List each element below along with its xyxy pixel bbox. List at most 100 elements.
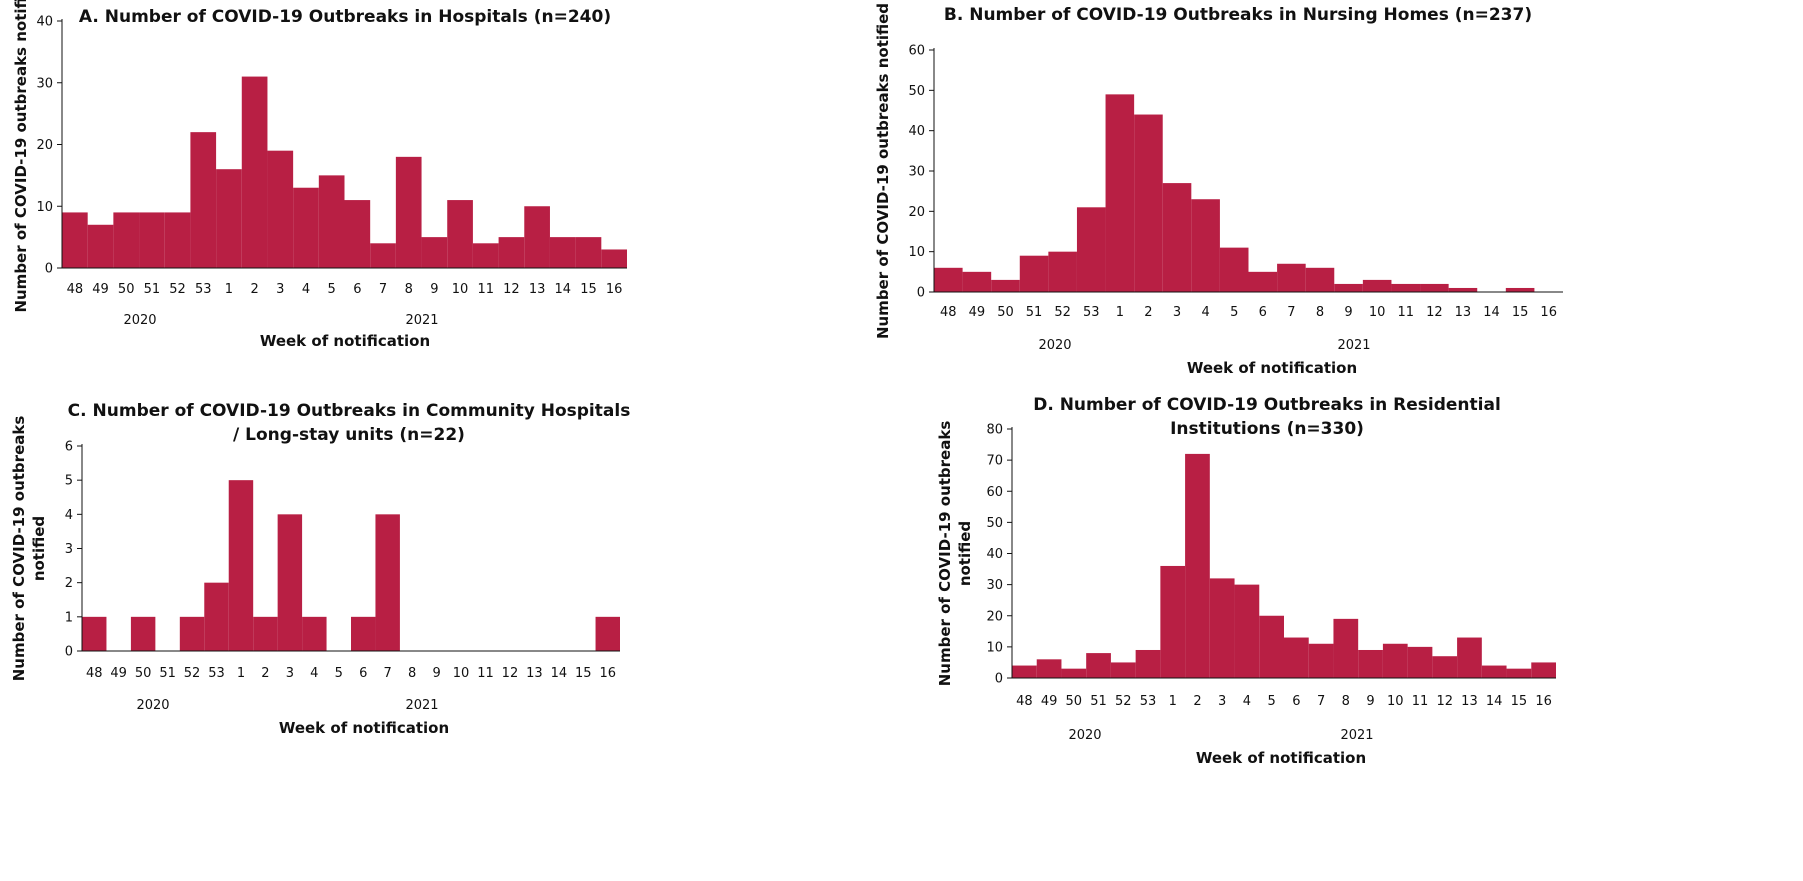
bar-week-3 xyxy=(1162,183,1192,292)
bar-week-53 xyxy=(190,132,217,268)
y-tick-label: 10 xyxy=(986,640,1003,655)
x-tick-label: 9 xyxy=(1366,694,1374,709)
x-tick-label: 14 xyxy=(551,666,568,681)
x-tick-label: 50 xyxy=(135,666,152,681)
x-tick-label: 51 xyxy=(1090,694,1107,709)
y-tick-label: 40 xyxy=(36,15,53,30)
bar-week-15 xyxy=(575,237,602,268)
x-tick-label: 15 xyxy=(580,282,597,297)
y-tick-label: 0 xyxy=(45,262,53,277)
x-tick-label: 53 xyxy=(195,282,212,297)
y-axis-label: Number of COVID-19 outbreaks notified xyxy=(12,0,30,313)
bar-week-53 xyxy=(1135,649,1161,678)
bar-week-2 xyxy=(241,76,268,268)
chart-title: B. Number of COVID-19 Outbreaks in Nursi… xyxy=(944,5,1532,25)
bar-week-1 xyxy=(1105,94,1135,292)
x-axis-label: Week of notification xyxy=(260,332,430,350)
y-tick-label: 30 xyxy=(908,165,925,180)
bar-week-16 xyxy=(601,249,627,268)
bar-week-4 xyxy=(1191,199,1220,292)
y-tick-label: 20 xyxy=(986,609,1003,624)
bar-week-9 xyxy=(1334,283,1363,292)
x-tick-label: 15 xyxy=(1511,694,1528,709)
x-tick-label: 15 xyxy=(575,666,592,681)
bar-week-15 xyxy=(1506,668,1532,678)
x-tick-label: 6 xyxy=(353,282,361,297)
bar-week-7 xyxy=(1277,263,1306,292)
x-tick-label: 9 xyxy=(1344,305,1352,320)
bar-week-8 xyxy=(395,156,422,268)
y-tick-label: 20 xyxy=(908,205,925,220)
x-tick-label: 6 xyxy=(359,666,367,681)
year-label: 2021 xyxy=(405,698,438,713)
chart-panel-c: C. Number of COVID-19 Outbreaks in Commu… xyxy=(0,401,720,881)
y-tick-label: 50 xyxy=(986,516,1003,531)
y-tick-label: 30 xyxy=(36,76,53,91)
x-tick-label: 2 xyxy=(261,666,269,681)
x-tick-label: 2 xyxy=(1144,305,1152,320)
x-tick-label: 13 xyxy=(529,282,546,297)
y-tick-label: 60 xyxy=(986,485,1003,500)
x-tick-label: 48 xyxy=(1016,694,1033,709)
x-tick-label: 2 xyxy=(1193,694,1201,709)
bar-week-12 xyxy=(1420,283,1449,292)
x-tick-label: 48 xyxy=(67,282,84,297)
x-tick-label: 8 xyxy=(408,666,416,681)
x-tick-label: 1 xyxy=(1169,694,1177,709)
x-tick-label: 48 xyxy=(86,666,103,681)
x-tick-label: 12 xyxy=(1426,305,1443,320)
x-tick-label: 7 xyxy=(379,282,387,297)
bar-week-8 xyxy=(1333,618,1359,678)
x-tick-label: 16 xyxy=(1535,694,1552,709)
x-tick-label: 5 xyxy=(1267,694,1275,709)
bar-week-50 xyxy=(113,212,140,268)
x-tick-label: 10 xyxy=(452,282,469,297)
y-tick-label: 40 xyxy=(908,124,925,139)
bar-week-52 xyxy=(1110,662,1136,678)
x-tick-label: 52 xyxy=(169,282,186,297)
x-tick-label: 52 xyxy=(1054,305,1071,320)
x-tick-label: 1 xyxy=(237,666,245,681)
x-tick-label: 12 xyxy=(503,282,520,297)
bar-week-50 xyxy=(991,279,1020,292)
x-tick-label: 7 xyxy=(1287,305,1295,320)
x-tick-label: 3 xyxy=(286,666,294,681)
chart-panel-d: D. Number of COVID-19 Outbreaks in Resid… xyxy=(936,395,1803,881)
bar-week-6 xyxy=(344,200,371,268)
year-label: 2021 xyxy=(1337,338,1370,353)
bar-week-4 xyxy=(293,187,319,268)
y-tick-label: 3 xyxy=(65,542,73,557)
bar-week-13 xyxy=(524,206,550,268)
y-tick-label: 70 xyxy=(986,454,1003,469)
x-tick-label: 10 xyxy=(453,666,470,681)
year-label: 2020 xyxy=(123,313,156,328)
y-tick-label: 4 xyxy=(65,508,73,523)
x-tick-label: 8 xyxy=(405,282,413,297)
x-tick-label: 15 xyxy=(1512,305,1529,320)
x-tick-label: 10 xyxy=(1369,305,1386,320)
x-tick-label: 49 xyxy=(110,666,127,681)
x-tick-label: 4 xyxy=(1201,305,1209,320)
y-tick-label: 2 xyxy=(65,576,73,591)
chart-a-plot: A. Number of COVID-19 Outbreaks in Hospi… xyxy=(12,0,627,350)
x-tick-label: 51 xyxy=(144,282,161,297)
bar-week-49 xyxy=(87,224,114,268)
x-tick-label: 7 xyxy=(384,666,392,681)
x-tick-label: 14 xyxy=(555,282,572,297)
x-tick-label: 48 xyxy=(940,305,957,320)
x-tick-label: 3 xyxy=(276,282,284,297)
y-tick-label: 1 xyxy=(65,610,73,625)
x-tick-label: 7 xyxy=(1317,694,1325,709)
x-tick-label: 52 xyxy=(1115,694,1132,709)
chart-panel-b: B. Number of COVID-19 Outbreaks in Nursi… xyxy=(874,0,1803,440)
chart-title: A. Number of COVID-19 Outbreaks in Hospi… xyxy=(79,7,611,27)
x-tick-label: 50 xyxy=(118,282,135,297)
chart-title: Institutions (n=330) xyxy=(1170,419,1364,439)
bar-week-3 xyxy=(277,514,303,651)
x-tick-label: 1 xyxy=(1116,305,1124,320)
bar-week-1 xyxy=(216,169,242,268)
y-tick-label: 50 xyxy=(908,84,925,99)
y-tick-label: 40 xyxy=(986,547,1003,562)
y-tick-label: 5 xyxy=(65,474,73,489)
x-tick-label: 11 xyxy=(477,666,494,681)
